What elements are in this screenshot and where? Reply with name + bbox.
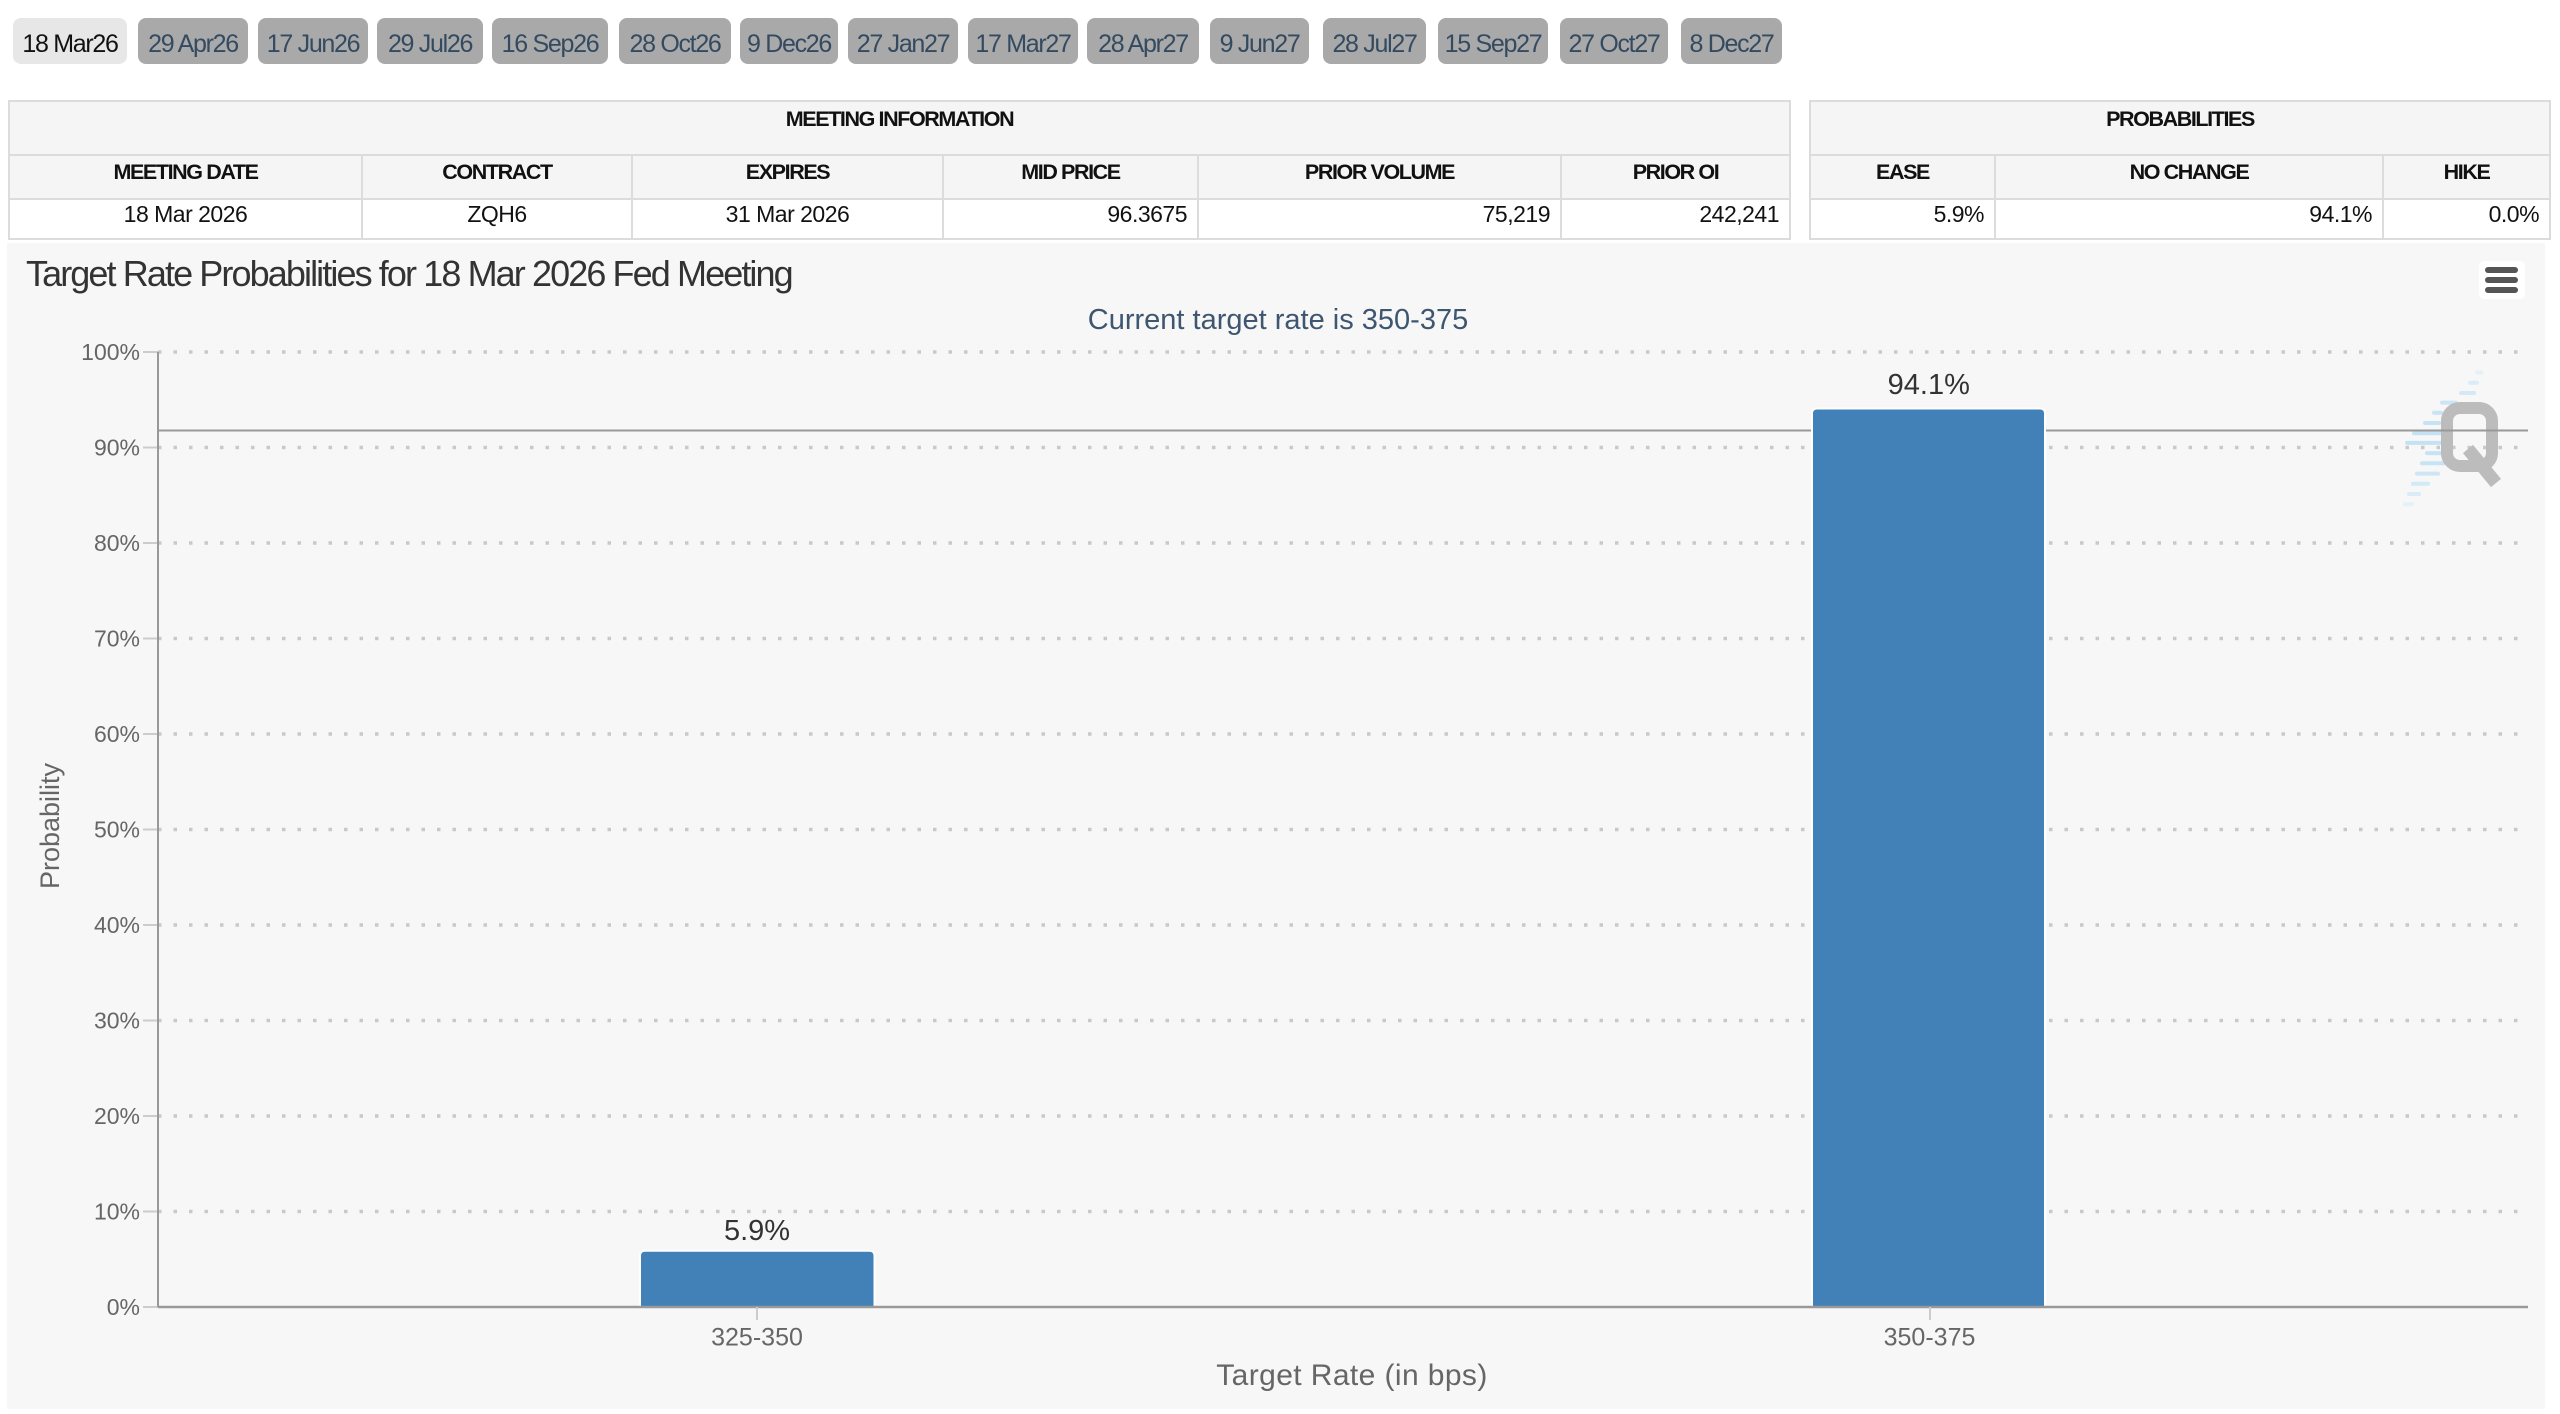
- svg-text:90%: 90%: [94, 435, 140, 461]
- svg-text:40%: 40%: [94, 912, 140, 938]
- svg-text:60%: 60%: [94, 721, 140, 747]
- svg-text:Probability: Probability: [35, 762, 65, 889]
- svg-text:5.9%: 5.9%: [724, 1215, 790, 1247]
- svg-text:50%: 50%: [94, 817, 140, 843]
- svg-text:100%: 100%: [81, 339, 140, 365]
- svg-text:94.1%: 94.1%: [1888, 369, 1970, 401]
- svg-text:20%: 20%: [94, 1103, 140, 1129]
- svg-text:30%: 30%: [94, 1008, 140, 1034]
- svg-text:0%: 0%: [107, 1294, 140, 1320]
- svg-text:Target Rate (in bps): Target Rate (in bps): [1216, 1359, 1487, 1392]
- svg-text:70%: 70%: [94, 626, 140, 652]
- svg-text:80%: 80%: [94, 530, 140, 556]
- svg-text:10%: 10%: [94, 1199, 140, 1225]
- svg-text:325-350: 325-350: [711, 1324, 803, 1352]
- svg-text:350-375: 350-375: [1884, 1324, 1976, 1352]
